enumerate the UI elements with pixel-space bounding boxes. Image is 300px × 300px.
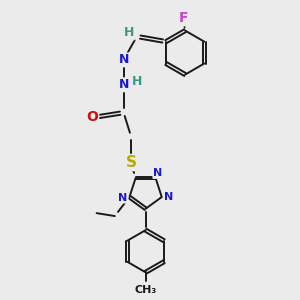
Text: F: F [179,11,188,25]
Text: O: O [86,110,98,124]
Text: N: N [118,193,127,202]
Text: N: N [164,192,173,202]
Text: N: N [118,78,129,91]
Text: N: N [118,53,129,66]
Text: S: S [125,155,136,170]
Text: H: H [132,75,142,88]
Text: CH₃: CH₃ [134,285,157,295]
Text: N: N [153,168,163,178]
Text: H: H [123,26,134,40]
